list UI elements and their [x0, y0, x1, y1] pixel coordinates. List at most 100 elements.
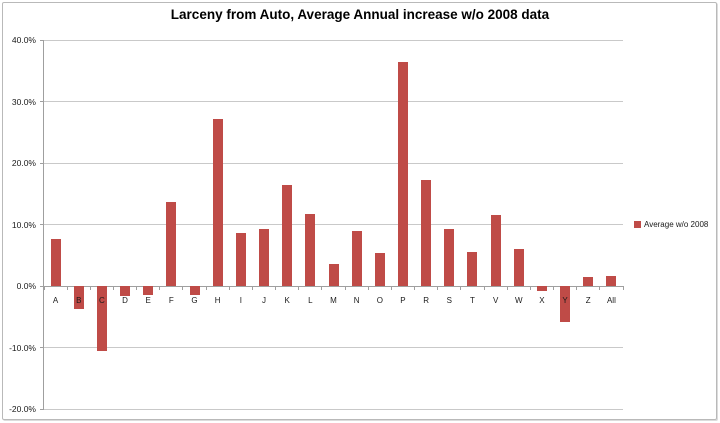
x-axis-tick: [576, 286, 578, 290]
zero-axis-line: [44, 285, 623, 287]
bar: [374, 253, 385, 286]
bar: [50, 239, 61, 286]
bar: [328, 264, 339, 286]
y-axis-label: -10.0%: [9, 342, 36, 353]
legend-marker-icon: [634, 221, 641, 228]
x-axis-label: V: [492, 296, 499, 305]
x-axis-tick: [622, 286, 624, 290]
x-axis-label: R: [423, 296, 430, 305]
bar: [259, 229, 270, 286]
bar: [490, 215, 501, 286]
x-axis-tick: [553, 286, 555, 290]
x-axis-tick: [599, 286, 601, 290]
x-axis-label: Y: [562, 296, 568, 305]
x-axis-tick: [321, 286, 323, 290]
bar: [305, 214, 316, 286]
gridline: [44, 101, 623, 102]
x-axis-tick: [228, 286, 230, 290]
bar: [606, 276, 617, 286]
x-axis-tick: [367, 286, 369, 290]
x-axis-tick: [414, 286, 416, 290]
x-axis-label: T: [470, 296, 475, 305]
x-axis-label: P: [400, 296, 406, 305]
y-axis-label: 20.0%: [11, 158, 36, 168]
x-axis-label: F: [168, 296, 174, 305]
y-axis-tick: [40, 162, 44, 164]
x-axis-label: J: [262, 296, 267, 305]
bar: [536, 286, 547, 291]
x-axis-tick: [529, 286, 531, 290]
bar: [351, 230, 362, 286]
y-axis-tick: [40, 347, 44, 348]
x-axis-tick: [205, 286, 207, 290]
x-axis-label: W: [514, 296, 523, 305]
x-axis-tick: [344, 286, 346, 290]
x-axis-label: A: [52, 296, 59, 305]
x-axis-tick: [136, 286, 138, 290]
x-axis-label: N: [353, 296, 360, 305]
gridline: [44, 224, 623, 225]
x-axis-tick: [460, 286, 462, 290]
bar: [212, 118, 223, 286]
x-axis-tick: [66, 286, 68, 290]
x-axis-tick: [506, 286, 508, 290]
x-axis-label: D: [122, 296, 128, 305]
x-axis-tick: [159, 286, 161, 290]
gridline: [44, 408, 623, 410]
y-axis-label: 40.0%: [11, 35, 36, 45]
x-axis-label: G: [191, 296, 198, 305]
x-axis-tick: [390, 286, 392, 290]
y-axis-label: -20.0%: [9, 404, 36, 414]
x-axis-label: H: [214, 296, 221, 305]
y-axis-label: 0.0%: [16, 281, 36, 291]
bar: [120, 286, 131, 296]
x-axis-tick: [112, 286, 114, 290]
bar: [189, 286, 200, 295]
x-axis-label: S: [446, 296, 452, 305]
bar: [166, 202, 177, 286]
gridline: [44, 347, 623, 348]
x-axis-label: X: [539, 296, 545, 305]
legend-label: Average w/o 2008: [644, 220, 709, 229]
x-axis-tick: [89, 286, 91, 290]
x-axis-tick: [251, 286, 253, 290]
x-axis-tick: [298, 286, 300, 290]
gridline: [44, 39, 623, 41]
x-axis-label: Z: [585, 296, 591, 305]
bar: [467, 252, 478, 286]
bar: [444, 229, 455, 286]
bar: [73, 286, 84, 309]
x-axis-label: E: [145, 296, 151, 305]
y-axis-tick: [40, 39, 44, 41]
y-axis-line: [43, 40, 44, 409]
y-axis-label: 10.0%: [11, 219, 36, 230]
x-axis-tick: [43, 286, 45, 290]
bar: [282, 185, 293, 286]
x-axis-label: All: [606, 296, 616, 305]
bar: [397, 61, 408, 286]
gridline: [44, 162, 623, 164]
x-axis-tick: [483, 286, 485, 290]
x-axis-tick: [437, 286, 439, 290]
x-axis-label: L: [308, 296, 313, 305]
x-axis-tick: [182, 286, 184, 290]
x-axis-label: B: [76, 296, 82, 305]
bar: [560, 286, 571, 323]
bar: [421, 179, 432, 286]
x-axis-label: M: [330, 296, 337, 305]
x-axis-label: I: [239, 296, 242, 305]
legend: Average w/o 2008: [634, 220, 708, 229]
x-axis-label: K: [284, 296, 290, 305]
bar: [235, 233, 246, 286]
bar: [513, 249, 524, 286]
y-axis-tick: [40, 224, 44, 225]
x-axis-label: C: [99, 296, 105, 305]
y-axis-tick: [40, 285, 44, 287]
bar: [143, 286, 154, 295]
bar: [583, 276, 594, 286]
y-axis-label: 30.0%: [11, 96, 36, 107]
y-axis-tick: [40, 408, 44, 410]
bar: [96, 286, 107, 352]
